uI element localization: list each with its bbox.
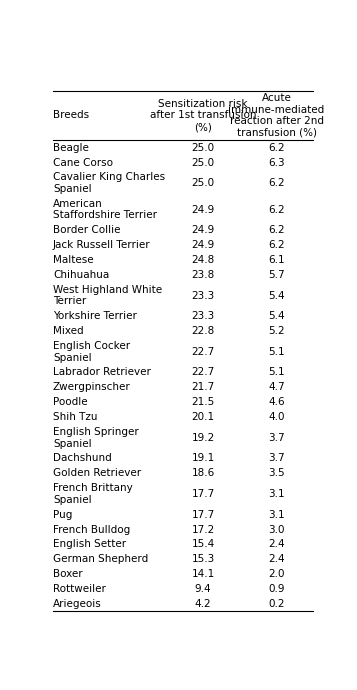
Text: Pug: Pug bbox=[53, 510, 72, 520]
Text: 5.7: 5.7 bbox=[268, 270, 285, 280]
Text: 6.3: 6.3 bbox=[268, 157, 285, 168]
Text: 3.5: 3.5 bbox=[268, 469, 285, 478]
Text: 24.8: 24.8 bbox=[191, 255, 215, 265]
Text: 23.8: 23.8 bbox=[191, 270, 215, 280]
Text: 3.1: 3.1 bbox=[268, 489, 285, 499]
Text: Shih Tzu: Shih Tzu bbox=[53, 412, 97, 422]
Text: 5.2: 5.2 bbox=[268, 326, 285, 336]
Text: 3.1: 3.1 bbox=[268, 510, 285, 520]
Text: 2.0: 2.0 bbox=[268, 569, 285, 579]
Text: 2.4: 2.4 bbox=[268, 540, 285, 549]
Text: 17.7: 17.7 bbox=[191, 510, 215, 520]
Text: 24.9: 24.9 bbox=[191, 225, 215, 235]
Text: 25.0: 25.0 bbox=[192, 157, 215, 168]
Text: German Shepherd: German Shepherd bbox=[53, 554, 148, 564]
Text: French Bulldog: French Bulldog bbox=[53, 524, 130, 535]
Text: 17.2: 17.2 bbox=[191, 524, 215, 535]
Text: Boxer: Boxer bbox=[53, 569, 82, 579]
Text: 20.1: 20.1 bbox=[192, 412, 215, 422]
Text: 4.2: 4.2 bbox=[195, 599, 211, 609]
Text: 25.0: 25.0 bbox=[192, 143, 215, 152]
Text: 2.4: 2.4 bbox=[268, 554, 285, 564]
Text: 3.7: 3.7 bbox=[268, 453, 285, 464]
Text: 23.3: 23.3 bbox=[191, 290, 215, 301]
Text: 5.4: 5.4 bbox=[268, 311, 285, 322]
Text: 4.6: 4.6 bbox=[268, 397, 285, 407]
Text: 24.9: 24.9 bbox=[191, 205, 215, 215]
Text: 5.1: 5.1 bbox=[268, 368, 285, 377]
Text: Acute
immune-mediated
reaction after 2nd
transfusion (%): Acute immune-mediated reaction after 2nd… bbox=[228, 93, 325, 138]
Text: 3.0: 3.0 bbox=[268, 524, 285, 535]
Text: Maltese: Maltese bbox=[53, 255, 94, 265]
Text: 5.4: 5.4 bbox=[268, 290, 285, 301]
Text: Dachshund: Dachshund bbox=[53, 453, 112, 464]
Text: 21.7: 21.7 bbox=[191, 382, 215, 393]
Text: Ariegeois: Ariegeois bbox=[53, 599, 102, 609]
Text: 22.7: 22.7 bbox=[191, 347, 215, 357]
Text: Border Collie: Border Collie bbox=[53, 225, 120, 235]
Text: 23.3: 23.3 bbox=[191, 311, 215, 322]
Text: 0.2: 0.2 bbox=[268, 599, 285, 609]
Text: 9.4: 9.4 bbox=[195, 584, 211, 594]
Text: French Brittany
Spaniel: French Brittany Spaniel bbox=[53, 483, 133, 505]
Text: 19.2: 19.2 bbox=[191, 433, 215, 443]
Text: Golden Retriever: Golden Retriever bbox=[53, 469, 141, 478]
Text: Jack Russell Terrier: Jack Russell Terrier bbox=[53, 240, 151, 250]
Text: Cavalier King Charles
Spaniel: Cavalier King Charles Spaniel bbox=[53, 172, 165, 194]
Text: 21.5: 21.5 bbox=[191, 397, 215, 407]
Text: American
Staffordshire Terrier: American Staffordshire Terrier bbox=[53, 199, 157, 220]
Text: Beagle: Beagle bbox=[53, 143, 89, 152]
Text: Chihuahua: Chihuahua bbox=[53, 270, 109, 280]
Text: Zwergpinscher: Zwergpinscher bbox=[53, 382, 131, 393]
Text: 4.0: 4.0 bbox=[268, 412, 285, 422]
Text: Mixed: Mixed bbox=[53, 326, 84, 336]
Text: Rottweiler: Rottweiler bbox=[53, 584, 106, 594]
Text: 14.1: 14.1 bbox=[191, 569, 215, 579]
Text: 4.7: 4.7 bbox=[268, 382, 285, 393]
Text: 19.1: 19.1 bbox=[191, 453, 215, 464]
Text: 24.9: 24.9 bbox=[191, 240, 215, 250]
Text: 22.7: 22.7 bbox=[191, 368, 215, 377]
Text: West Highland White
Terrier: West Highland White Terrier bbox=[53, 285, 162, 306]
Text: 15.4: 15.4 bbox=[191, 540, 215, 549]
Text: 0.9: 0.9 bbox=[268, 584, 285, 594]
Text: 5.1: 5.1 bbox=[268, 347, 285, 357]
Text: 3.7: 3.7 bbox=[268, 433, 285, 443]
Text: English Setter: English Setter bbox=[53, 540, 126, 549]
Text: Breeds: Breeds bbox=[53, 110, 89, 121]
Text: 6.2: 6.2 bbox=[268, 225, 285, 235]
Text: 25.0: 25.0 bbox=[192, 178, 215, 188]
Text: 6.2: 6.2 bbox=[268, 143, 285, 152]
Text: English Springer
Spaniel: English Springer Spaniel bbox=[53, 427, 139, 449]
Text: Yorkshire Terrier: Yorkshire Terrier bbox=[53, 311, 137, 322]
Text: Sensitization risk
after 1st transfusion
(%): Sensitization risk after 1st transfusion… bbox=[150, 99, 256, 132]
Text: 15.3: 15.3 bbox=[191, 554, 215, 564]
Text: Labrador Retriever: Labrador Retriever bbox=[53, 368, 151, 377]
Text: Cane Corso: Cane Corso bbox=[53, 157, 113, 168]
Text: 6.2: 6.2 bbox=[268, 240, 285, 250]
Text: 6.2: 6.2 bbox=[268, 178, 285, 188]
Text: English Cocker
Spaniel: English Cocker Spaniel bbox=[53, 341, 130, 362]
Text: 6.1: 6.1 bbox=[268, 255, 285, 265]
Text: 17.7: 17.7 bbox=[191, 489, 215, 499]
Text: 6.2: 6.2 bbox=[268, 205, 285, 215]
Text: 18.6: 18.6 bbox=[191, 469, 215, 478]
Text: 22.8: 22.8 bbox=[191, 326, 215, 336]
Text: Poodle: Poodle bbox=[53, 397, 87, 407]
